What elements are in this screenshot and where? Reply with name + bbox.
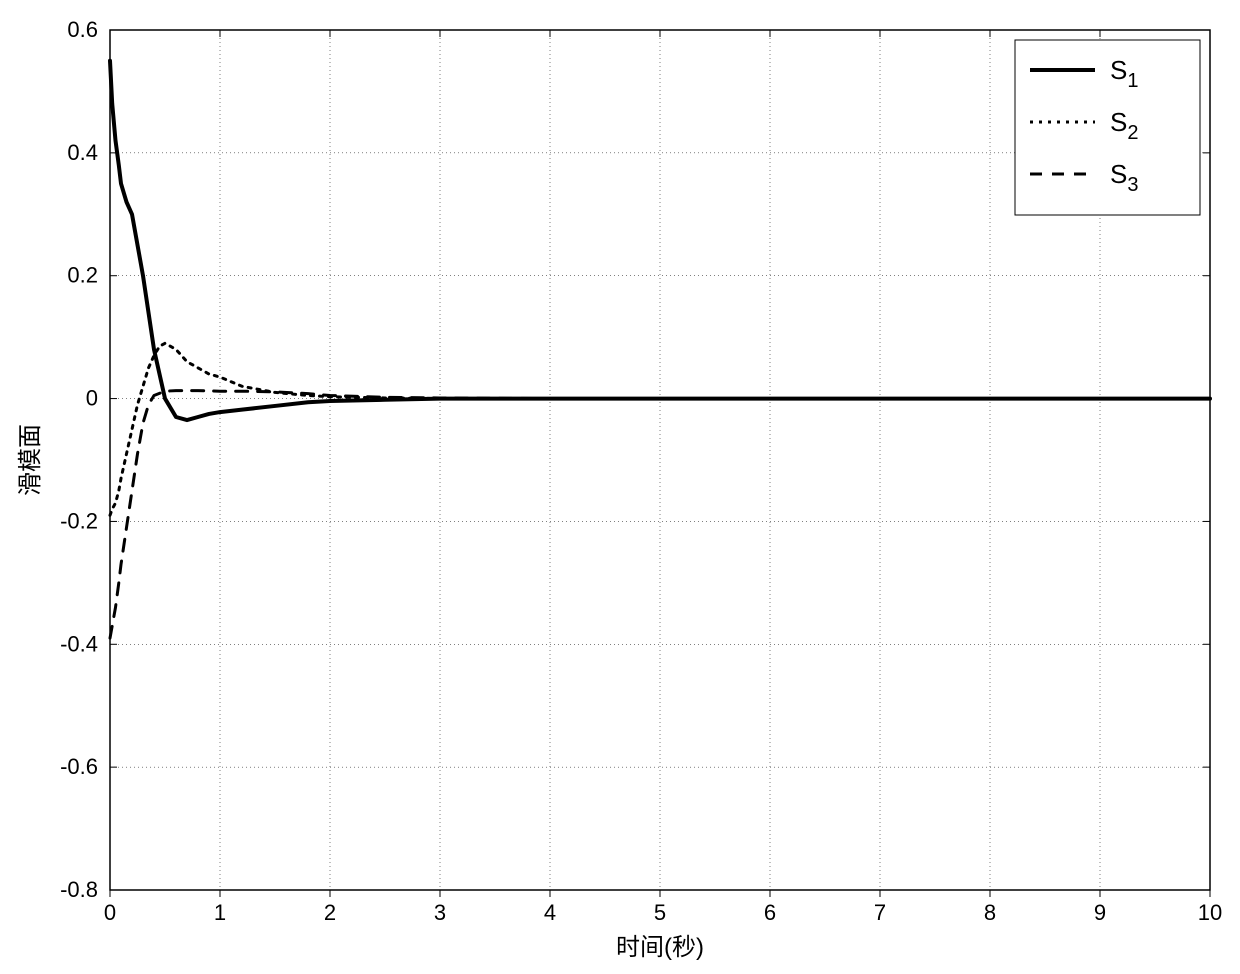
x-tick-label: 3 bbox=[434, 900, 446, 925]
chart-container: 0 1 2 3 4 5 6 7 8 9 10 -0.8 -0.6 -0.4 -0.2 0 0.2 0.4 0.6 时间… bbox=[0, 0, 1240, 974]
line-chart: 0 1 2 3 4 5 6 7 8 9 10 -0.8 -0.6 -0.4 -0.2 0 0.2 0.4 0.6 时间… bbox=[0, 0, 1240, 974]
y-tick-label: -0.4 bbox=[60, 631, 98, 656]
y-tick-label: 0.6 bbox=[67, 17, 98, 42]
y-tick-label: -0.6 bbox=[60, 754, 98, 779]
x-tick-label: 9 bbox=[1094, 900, 1106, 925]
x-tick-label: 2 bbox=[324, 900, 336, 925]
x-tick-label: 8 bbox=[984, 900, 996, 925]
y-tick-label: 0.2 bbox=[67, 263, 98, 288]
legend-box bbox=[1015, 40, 1200, 215]
x-tick-label: 5 bbox=[654, 900, 666, 925]
x-tick-label: 6 bbox=[764, 900, 776, 925]
x-tick-label: 4 bbox=[544, 900, 556, 925]
x-tick-label: 7 bbox=[874, 900, 886, 925]
y-axis-label: 滑模面 bbox=[17, 424, 44, 496]
y-tick-label: -0.2 bbox=[60, 508, 98, 533]
x-tick-label: 10 bbox=[1198, 900, 1222, 925]
x-axis-label: 时间(秒) bbox=[616, 934, 704, 961]
y-tick-label: -0.8 bbox=[60, 877, 98, 902]
y-tick-label: 0 bbox=[86, 386, 98, 411]
y-tick-label: 0.4 bbox=[67, 140, 98, 165]
x-tick-label: 0 bbox=[104, 900, 116, 925]
x-tick-label: 1 bbox=[214, 900, 226, 925]
